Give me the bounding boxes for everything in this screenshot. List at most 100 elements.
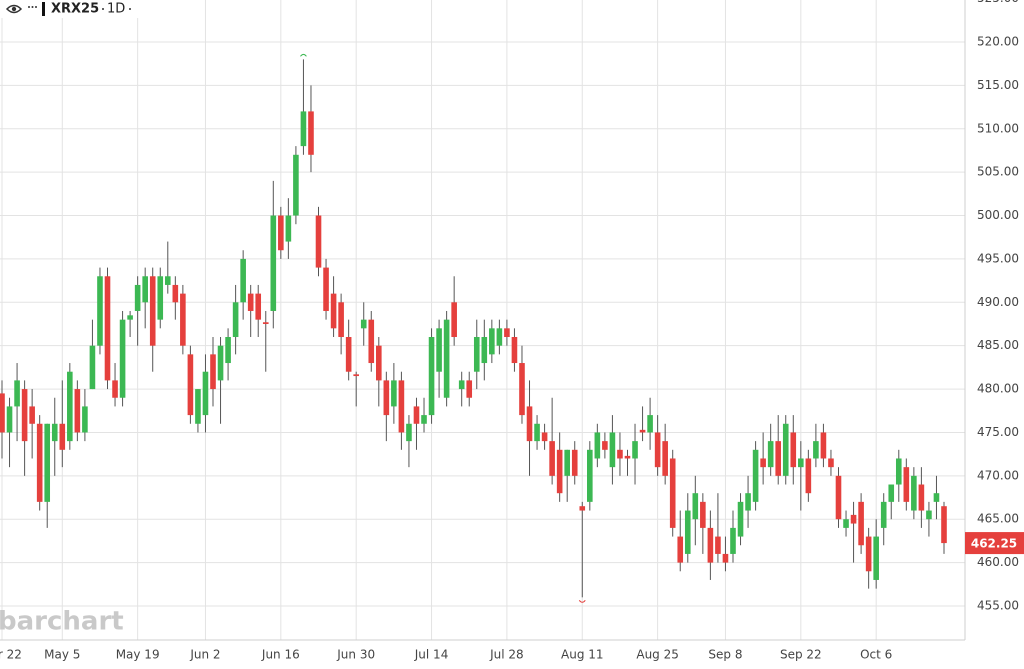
x-tick-label: Aug 25 [636,648,679,662]
plot-area [0,0,965,640]
candle-body [775,441,782,476]
y-tick-label: 520.00 [977,34,1019,48]
candle-body [119,319,126,398]
candle-body [805,458,812,494]
candle-body [443,319,450,398]
candle-body [541,432,548,442]
low-marker [578,599,586,603]
y-tick-label: 485.00 [977,338,1019,352]
candle-body [413,406,420,424]
candle-body [164,276,171,285]
candle-body [669,458,676,528]
candle-body [828,458,834,468]
candle-body [112,380,118,398]
candle-body [918,484,925,511]
candle-body [406,423,412,442]
candle-body [481,337,488,364]
candle-body [360,319,367,329]
candle-body [458,380,465,390]
candle-body [217,345,224,381]
candle-body [760,458,766,468]
candle-body [571,449,578,476]
y-tick-label: 525.00 [977,0,1019,5]
candle-body [632,441,638,459]
candle-body [398,380,405,433]
candle-body [36,423,43,502]
symbol: XRX25 [51,2,99,17]
eye-pupil [11,6,17,12]
candle-body [895,458,902,485]
candle-body [21,389,28,442]
candle-body [391,380,397,407]
candle-body [767,441,774,468]
candle-body [813,441,819,459]
x-tick-label: Sep 8 [708,648,742,662]
candle-body [700,501,706,528]
candle-body [308,111,314,155]
x-tick-label: Apr 22 [0,648,22,662]
candle-body [707,527,714,563]
eye-icon[interactable] [5,4,23,14]
candle-body [677,536,684,563]
candle-body [74,389,81,433]
candle-body [436,328,442,372]
candle-body [300,111,307,147]
menu-dot[interactable] [31,6,34,8]
candle-body [602,441,608,450]
watermark: barchart [0,607,124,637]
menu-dot[interactable] [28,6,30,8]
header-bg [0,0,140,18]
candle-body [315,215,322,268]
y-tick-label: 515.00 [977,78,1019,92]
candle-body [587,449,593,502]
candle-body [564,449,570,476]
candle-body [549,441,555,476]
y-tick-label: 490.00 [977,295,1019,309]
menu-dot[interactable] [35,6,37,8]
candle-body [639,429,646,433]
x-tick-label: Jul 28 [489,648,524,662]
x-tick-label: Oct 6 [860,648,892,662]
candle-body [911,475,917,511]
candle-body [59,423,66,450]
y-tick-label: 455.00 [977,598,1019,612]
candle-body [421,415,427,424]
y-tick-label: 465.00 [977,512,1019,526]
candle-body [654,432,661,468]
candle-body [247,293,254,311]
candle-body [782,423,789,476]
candle-body [933,493,940,502]
candle-body [44,423,51,502]
candle-body [496,328,503,346]
last-price-tag [965,532,1024,555]
candle-body [737,501,744,537]
candle-body [835,475,842,520]
candle-body [202,371,209,416]
sep-dot [102,8,104,10]
candle-body [51,423,58,442]
sep-dot [129,8,131,10]
candle-body [14,380,20,407]
y-tick-label: 475.00 [977,425,1019,439]
candle-body [684,510,691,554]
candle-body [865,536,872,572]
candle-body [609,432,616,468]
x-tick-label: Jun 16 [261,648,300,662]
candle-body [873,536,879,580]
y-tick-label: 505.00 [977,165,1019,179]
candle-body [270,215,277,311]
x-tick-label: Jun 2 [189,648,220,662]
candle-body [232,302,239,338]
x-tick-label: Aug 11 [561,648,604,662]
header: XRX25 1D [0,0,140,18]
y-tick-label: 470.00 [977,468,1019,482]
y-tick-label: 495.00 [977,251,1019,265]
candle-body [376,345,382,381]
candle-body [526,406,533,442]
candle-body [579,506,586,511]
candle-body [903,467,910,502]
high-marker [300,53,307,57]
candle-body [489,328,495,355]
x-tick-label: Sep 22 [780,648,822,662]
